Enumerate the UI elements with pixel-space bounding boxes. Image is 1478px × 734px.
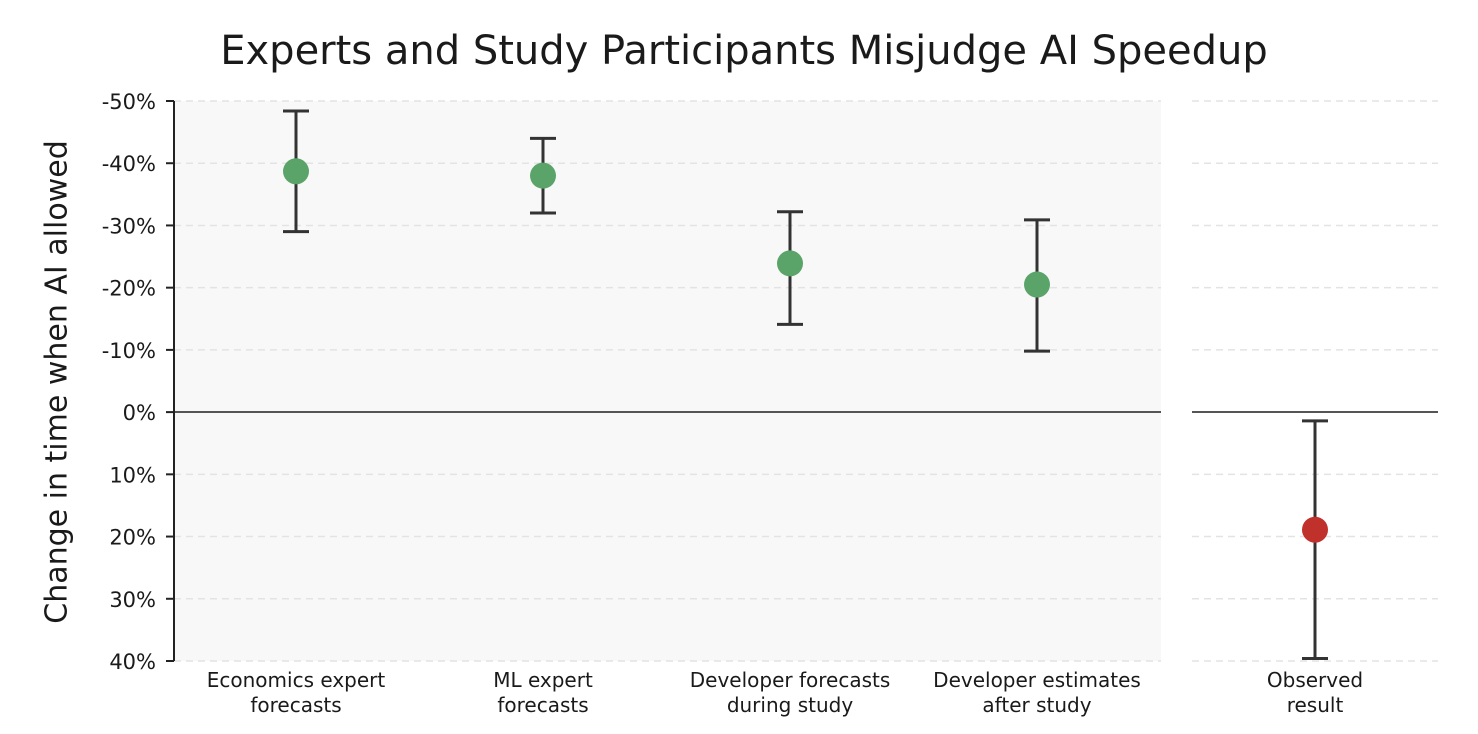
category-label: Economics expert forecasts xyxy=(207,668,386,717)
category-label: Developer forecasts during study xyxy=(690,668,891,717)
category-label: Observed result xyxy=(1267,668,1363,717)
y-tick-label: 10% xyxy=(109,463,156,487)
category-label-line: Observed xyxy=(1267,668,1363,692)
data-point xyxy=(283,158,309,185)
category-label: Developer estimates after study xyxy=(933,668,1141,717)
y-tick-label: 40% xyxy=(109,650,156,674)
category-label-line: Developer forecasts xyxy=(690,668,891,692)
panel-background-forecasts xyxy=(174,101,1161,661)
category-label-line: during study xyxy=(727,693,854,717)
category-label-line: forecasts xyxy=(497,693,588,717)
y-axis-ticks: -50% -40% -30% -20% -10% 0% 10% 20% 30% 40% xyxy=(102,90,174,674)
y-tick-label: -50% xyxy=(102,90,156,114)
y-tick-label: -30% xyxy=(102,214,156,238)
data-point xyxy=(1024,271,1050,298)
data-point-group xyxy=(1024,218,1050,353)
y-tick-label: -40% xyxy=(102,152,156,176)
category-label-line: forecasts xyxy=(250,693,341,717)
y-tick-label: 0% xyxy=(123,401,156,425)
y-tick-label: 30% xyxy=(109,588,156,612)
data-point xyxy=(1302,516,1328,543)
y-tick-label: 20% xyxy=(109,526,156,550)
data-point xyxy=(530,162,556,189)
category-label-line: ML expert xyxy=(493,668,593,692)
y-tick-label: -20% xyxy=(102,277,156,301)
data-point-group xyxy=(530,136,556,215)
category-label-line: after study xyxy=(982,693,1091,717)
data-marks xyxy=(283,109,1328,661)
data-point-group xyxy=(777,210,803,326)
category-label-line: Economics expert xyxy=(207,668,386,692)
data-point-group xyxy=(283,109,309,234)
category-label-line: result xyxy=(1287,693,1344,717)
chart-title: Experts and Study Participants Misjudge … xyxy=(220,28,1268,74)
category-label: ML expert forecasts xyxy=(493,668,593,717)
data-point-group xyxy=(1302,419,1328,661)
data-point xyxy=(777,250,803,277)
y-tick-label: -10% xyxy=(102,339,156,363)
category-label-line: Developer estimates xyxy=(933,668,1141,692)
